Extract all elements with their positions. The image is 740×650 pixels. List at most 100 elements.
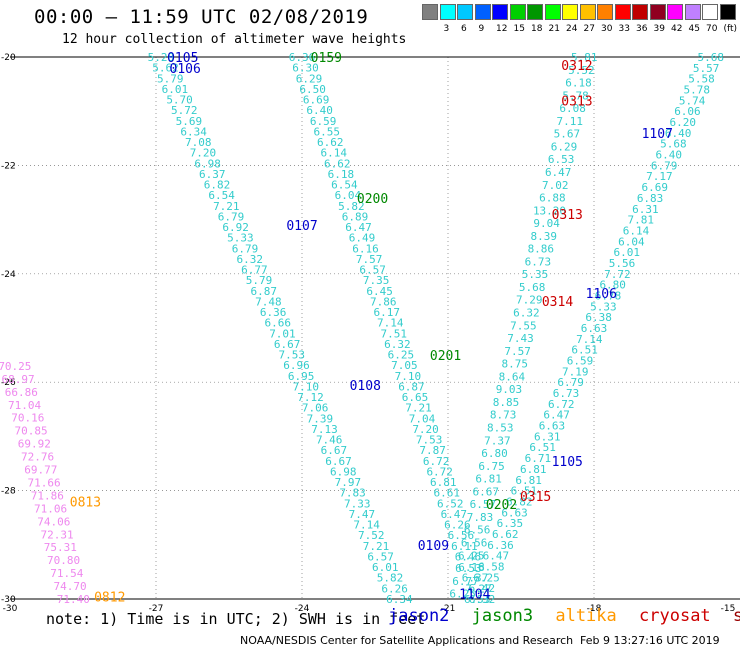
wave-height-value: 6.80 <box>481 447 508 460</box>
wave-height-value: 70.85 <box>15 425 48 438</box>
color-scale-label: 45 <box>688 24 700 34</box>
wave-height-value: 7.51 <box>381 327 408 340</box>
wave-height-value: 6.26 <box>444 519 471 532</box>
wave-height-value: 6.62 <box>317 136 344 149</box>
pass-time-label: 0813 <box>70 495 101 510</box>
wave-height-value: 6.18 <box>458 561 485 574</box>
wave-height-value: 7.47 <box>349 508 376 521</box>
wave-height-value: 6.47 <box>483 550 510 563</box>
wave-height-value: 6.54 <box>331 179 358 192</box>
wave-height-value: 6.47 <box>441 508 468 521</box>
wave-height-value: 6.62 <box>324 157 351 170</box>
wave-height-value: 7.20 <box>412 423 439 436</box>
pass-time-label: 0315 <box>520 490 551 505</box>
wave-height-value: 6.32 <box>384 338 411 351</box>
pass-time-label: 0159 <box>311 51 342 66</box>
color-swatch <box>579 4 596 20</box>
pass-time-label: 0200 <box>357 192 388 207</box>
color-scale-label: 27 <box>583 24 595 34</box>
pass-time-label: 1107 <box>642 127 673 142</box>
wave-height-value: 70.25 <box>0 360 31 373</box>
wave-height-value: 6.32 <box>236 253 263 266</box>
wave-height-value: 69.92 <box>18 438 51 451</box>
color-scale-label: (ft) <box>723 24 738 34</box>
wave-height-value: 7.35 <box>363 274 390 287</box>
wave-height-value: 9.04 <box>533 217 560 230</box>
wave-height-value: 6.51 <box>529 441 556 454</box>
timestamp: Feb 9 13:27:16 UTC 2019 <box>580 634 720 647</box>
wave-height-value: 5.78 <box>684 84 711 97</box>
wave-height-value: 5.33 <box>227 232 254 245</box>
wave-height-value: 6.72 <box>423 455 450 468</box>
wave-height-value: 6.37 <box>199 168 226 181</box>
wave-height-value: 5.56 <box>609 257 636 270</box>
wave-height-value: 72.31 <box>40 528 73 541</box>
wave-height-value: 7.14 <box>377 317 404 330</box>
wave-height-value: 74.06 <box>37 515 70 528</box>
color-swatch <box>457 4 473 20</box>
wave-height-value: 6.53 <box>455 562 482 575</box>
wave-height-value: 5.68 <box>660 138 687 151</box>
wave-height-value: 6.20 <box>670 116 697 129</box>
wave-height-value: 6.66 <box>265 317 292 330</box>
wave-height-value: 7.57 <box>356 253 383 266</box>
wave-height-value: 6.75 <box>478 460 505 473</box>
wave-height-value: 6.35 <box>497 517 524 530</box>
wave-height-value: 6.56 <box>448 529 475 542</box>
wave-height-value: 6.46 <box>455 550 482 563</box>
color-scale-label: 21 <box>548 24 560 34</box>
wave-height-value: 5.68 <box>698 51 725 64</box>
wave-height-value: 5.78 <box>562 89 589 102</box>
color-swatch <box>614 4 631 20</box>
legend-jason2: jason2 <box>388 606 450 626</box>
wave-height-value: 7.57 <box>504 345 531 358</box>
color-scale-label: 70 <box>706 24 718 34</box>
wave-height-value: 6.82 <box>204 179 231 192</box>
wave-height-value: 7.81 <box>627 214 654 227</box>
wave-height-value: 71.54 <box>50 567 83 580</box>
wave-height-value: 6.49 <box>349 232 376 245</box>
wave-height-value: 6.67 <box>321 444 348 457</box>
wave-height-value: 6.36 <box>289 51 316 64</box>
x-tick-label: -21 <box>441 604 456 614</box>
x-tick-label: -27 <box>149 604 164 614</box>
wave-height-value: 6.62 <box>492 528 519 541</box>
y-tick-label: -30 <box>1 595 16 605</box>
wave-height-value: 6.55 <box>313 125 340 138</box>
color-scale-label: 39 <box>653 24 665 34</box>
pass-time-label: 0201 <box>430 349 461 364</box>
wave-height-value: 6.31 <box>632 203 659 216</box>
wave-height-value: 6.81 <box>520 463 547 476</box>
wave-height-value: 69.77 <box>24 464 57 477</box>
wave-height-value: 6.77 <box>241 264 268 277</box>
wave-height-value: 70.16 <box>11 412 44 425</box>
y-tick-label: -22 <box>1 161 16 171</box>
wave-height-value: 6.92 <box>222 221 249 234</box>
wave-height-value: 6.51 <box>511 485 538 498</box>
wave-height-value: 6.40 <box>306 104 333 117</box>
wave-height-value: 6.87 <box>398 380 425 393</box>
wave-height-value: 6.18 <box>328 168 355 181</box>
wave-height-value: 6.40 <box>665 127 692 140</box>
wave-height-value: 5.52 <box>568 64 595 77</box>
footnote: note: 1) Time is in UTC; 2) SWH is in fe… <box>46 610 426 628</box>
wave-height-value: 6.52 <box>437 497 464 510</box>
wave-height-value: 72.76 <box>21 451 54 464</box>
wave-height-value: 6.61 <box>434 487 461 500</box>
wave-height-value: 7.05 <box>391 359 418 372</box>
page-subtitle: 12 hour collection of altimeter wave hei… <box>62 32 407 47</box>
wave-height-value: 6.88 <box>539 192 566 205</box>
wave-height-value: 66.86 <box>5 386 38 399</box>
wave-height-value: 6.81 <box>430 476 457 489</box>
color-swatch <box>702 4 718 20</box>
color-swatch <box>632 4 648 20</box>
x-tick-label: -15 <box>721 604 736 614</box>
wave-height-value: 7.83 <box>339 487 366 500</box>
wave-height-value: 7.48 <box>255 295 282 308</box>
wave-height-value: 6.72 <box>548 398 575 411</box>
wave-height-value: 6.36 <box>487 539 514 552</box>
color-scale-label: 3 <box>443 24 450 34</box>
color-scale-label: 42 <box>671 24 683 34</box>
wave-height-value: 7.20 <box>190 147 217 160</box>
wave-height-value: 9.03 <box>496 383 523 396</box>
